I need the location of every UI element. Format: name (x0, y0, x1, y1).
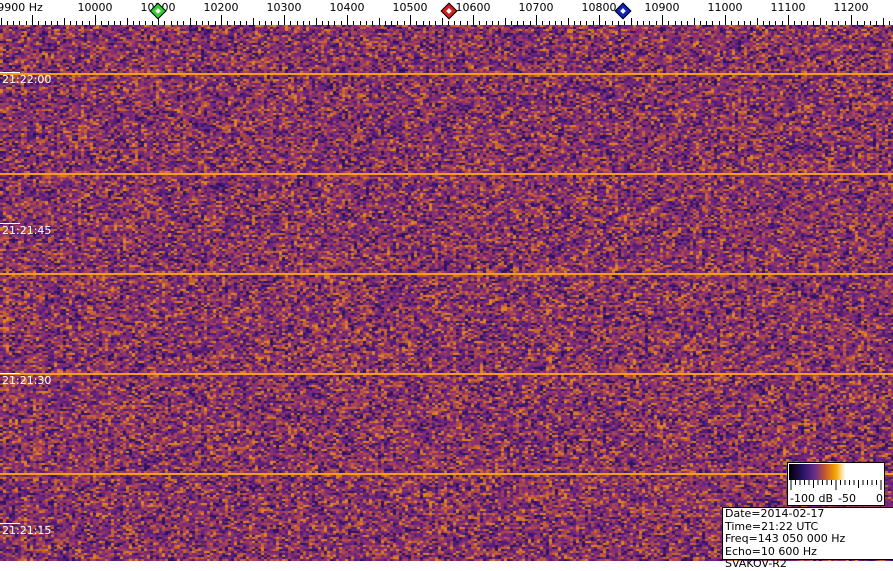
info-station: SVAKOV-R2 (725, 557, 787, 570)
info-echo: Echo=10 600 Hz (725, 544, 817, 558)
time-label: 21:22:00 (2, 73, 52, 86)
time-separator-line (0, 173, 893, 175)
freq-tick-label: 10900 (644, 1, 680, 14)
time-separator-line (0, 473, 893, 475)
time-separator-line (0, 373, 893, 375)
freq-tick-label: 10300 (266, 1, 302, 14)
freq-tick-label: 11200 (833, 1, 869, 14)
colorbar-label-max: 0 (876, 492, 883, 505)
frequency-axis: 9900 Hz100001010010200103001040010500106… (0, 0, 893, 25)
colorbar-label-min: -100 dB (790, 492, 833, 505)
colorbar-ticks (790, 480, 882, 490)
colorbar (789, 464, 883, 480)
color-scale-legend: -100 dB -50 0 (787, 462, 885, 506)
freq-tick-label: 10800 (581, 1, 617, 14)
freq-tick-label: 11000 (707, 1, 743, 14)
frequency-ticks (1, 15, 890, 25)
time-tick (0, 223, 20, 224)
info-date-time: Date=2014-02-17 Time=21:22 UTC (725, 507, 825, 533)
freq-tick-label: 10400 (329, 1, 365, 14)
freq-tick-label: 10200 (203, 1, 239, 14)
freq-tick-label: 10600 (455, 1, 491, 14)
time-separator-line (0, 73, 893, 75)
colorbar-label-mid: -50 (838, 492, 856, 505)
info-box: Date=2014-02-17 Time=21:22 UTC Freq=143 … (722, 507, 893, 570)
freq-tick-label: 10000 (77, 1, 113, 14)
freq-tick-label: 9900 Hz (0, 1, 43, 14)
waterfall-canvas (0, 25, 893, 561)
freq-tick-label: 10500 (392, 1, 428, 14)
time-label: 21:21:15 (2, 524, 52, 537)
time-label: 21:21:30 (2, 374, 52, 387)
freq-tick-label: 10700 (518, 1, 554, 14)
info-freq: Freq=143 050 000 Hz (725, 532, 846, 545)
time-tick (0, 523, 20, 524)
time-separator-line (0, 273, 893, 275)
time-tick (0, 72, 20, 73)
freq-tick-label: 11100 (770, 1, 806, 14)
time-tick (0, 373, 20, 374)
time-label: 21:21:45 (2, 224, 52, 237)
